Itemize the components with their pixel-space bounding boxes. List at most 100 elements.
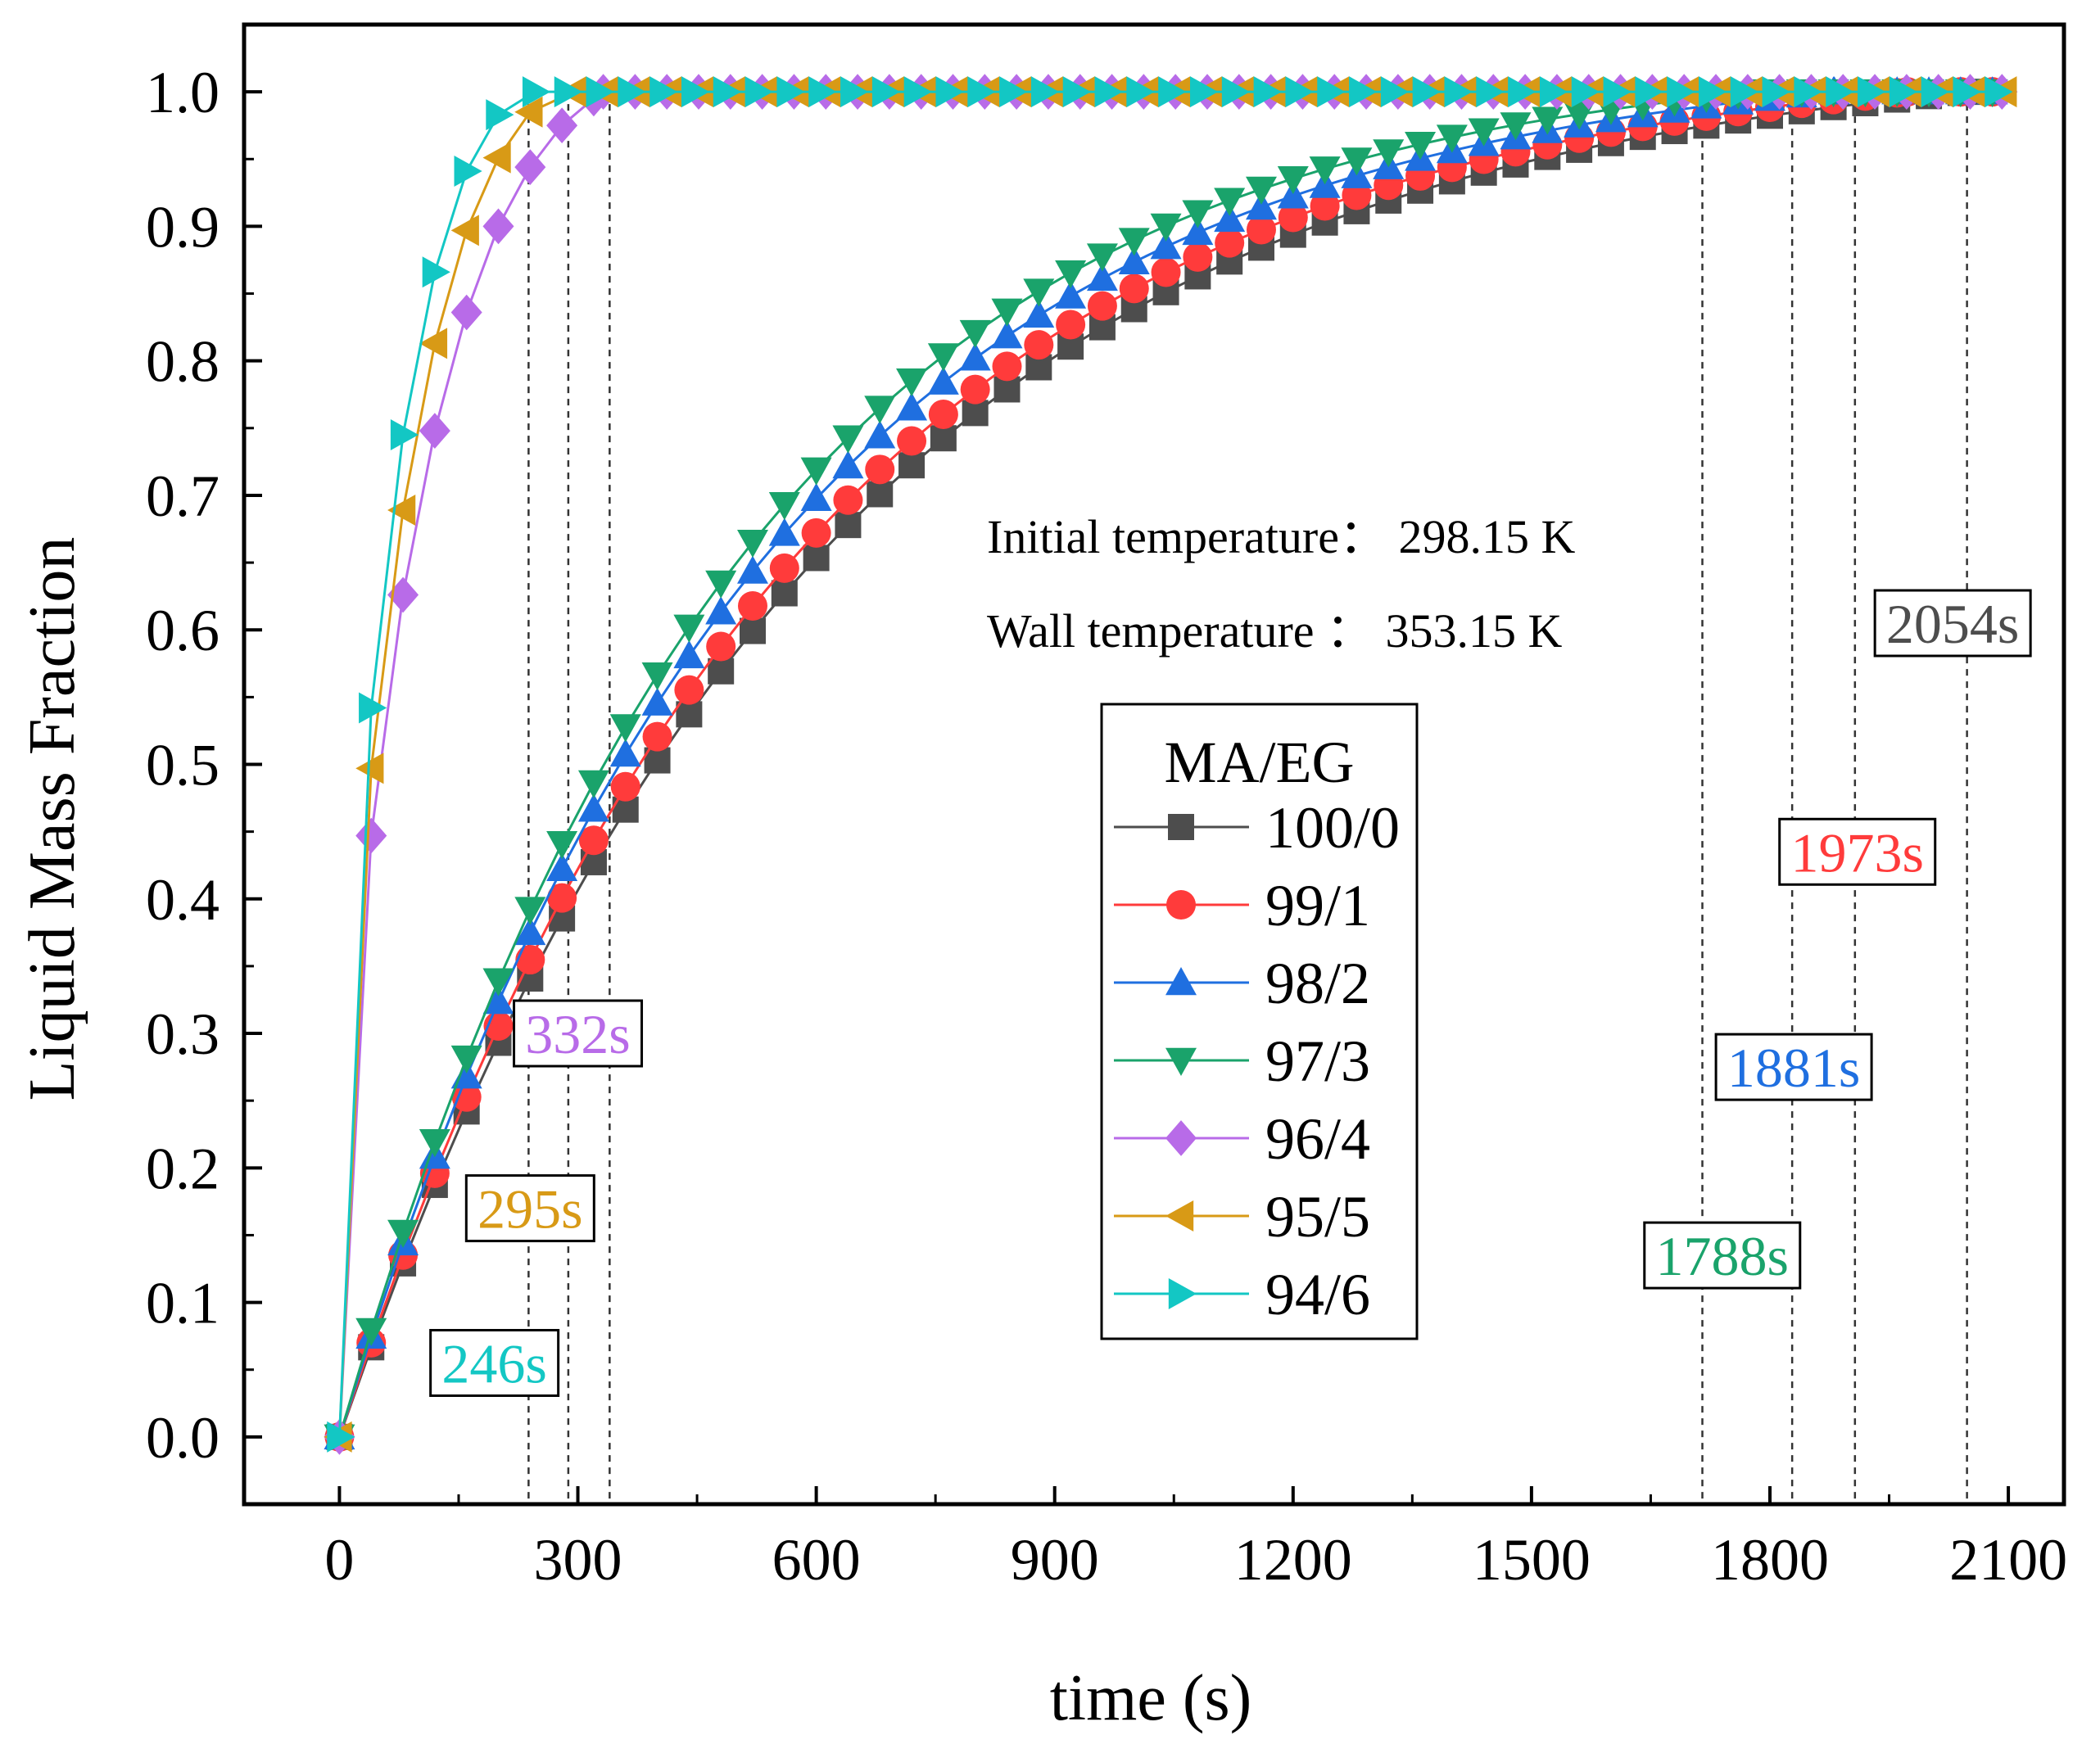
data-point [962, 400, 989, 427]
callout-box [1643, 1221, 1802, 1290]
x-axis-title: time (s) [1050, 1662, 1252, 1734]
data-point [514, 96, 543, 128]
data-point [1030, 76, 1060, 108]
series-layer [324, 74, 2018, 1455]
data-point [1667, 76, 1695, 108]
data-point [1278, 202, 1308, 233]
callout-layer: 332s 295s 246s 1788s 1881s 1973s 2054s [429, 589, 2032, 1398]
data-point [482, 208, 514, 245]
data-point [768, 517, 800, 546]
data-point [864, 395, 896, 424]
legend-item: 98/2 [1114, 951, 1370, 1016]
data-point [1412, 76, 1441, 108]
data-point [1214, 203, 1246, 233]
callout-box [464, 1174, 595, 1243]
data-point [327, 1421, 355, 1453]
data-point [577, 793, 609, 822]
data-point [1309, 156, 1341, 185]
data-point [1532, 106, 1564, 135]
data-point [514, 149, 546, 185]
data-point [1468, 118, 1500, 147]
data-point [515, 945, 545, 975]
data-point [708, 658, 735, 685]
data-point [1055, 280, 1087, 309]
data-point [991, 320, 1023, 349]
data-point [927, 343, 959, 372]
data-point [486, 99, 514, 131]
legend-box [1100, 703, 1419, 1340]
data-point [1730, 76, 1758, 108]
legend-item: 100/0 [1114, 795, 1400, 861]
x-tick-label: 0 [324, 1527, 354, 1593]
data-point [768, 492, 800, 521]
data-point [1189, 76, 1219, 108]
data-point [833, 485, 863, 515]
wall-temperature-annotation: Wall temperature ： 353.15 K [987, 604, 1563, 658]
data-point [387, 1219, 419, 1248]
data-point [1245, 192, 1277, 220]
legend-marker [1166, 890, 1196, 920]
data-point [897, 426, 927, 456]
y-axis-title: Liquid Mass Fraction [16, 537, 88, 1101]
callout-label: 1973s [1790, 821, 1923, 884]
data-point [867, 481, 894, 508]
data-point [1087, 291, 1117, 321]
data-point [451, 1082, 482, 1112]
callout-label: 2054s [1886, 593, 2019, 655]
data-point [1405, 131, 1437, 160]
y-tick-label: 0.9 [146, 194, 220, 260]
data-point [803, 545, 830, 572]
data-point [482, 986, 514, 1015]
data-point [609, 739, 641, 767]
data-point [999, 76, 1028, 108]
data-point [387, 495, 416, 527]
data-point [1023, 299, 1055, 328]
data-point [1635, 76, 1663, 108]
data-point [1056, 310, 1086, 340]
data-point [676, 701, 703, 728]
y-tick-label: 0.2 [146, 1136, 220, 1201]
data-point [1436, 124, 1468, 153]
initial-temperature-annotation: Initial temperature： 298.15 K [987, 510, 1575, 563]
data-point [618, 76, 646, 108]
data-point [864, 420, 896, 449]
legend-label: 99/1 [1265, 873, 1370, 938]
data-point [935, 76, 964, 108]
data-point [736, 555, 768, 584]
data-point [1476, 76, 1505, 108]
x-tick-label: 1200 [1234, 1527, 1352, 1593]
data-point [681, 76, 710, 108]
data-point [1571, 76, 1600, 108]
x-tick-label: 1500 [1473, 1527, 1591, 1593]
data-point [737, 591, 767, 621]
data-point [1794, 76, 1822, 108]
callout-246s: 246s [429, 1329, 560, 1398]
data-point [1317, 76, 1346, 108]
callout-box [1714, 1033, 1873, 1101]
data-point [1086, 262, 1118, 292]
data-point [808, 76, 837, 108]
data-point [898, 452, 926, 479]
data-point [1349, 76, 1378, 108]
data-point [1119, 273, 1149, 304]
x-tick-label: 1800 [1711, 1527, 1829, 1593]
data-point [482, 968, 514, 997]
data-point [771, 580, 798, 607]
y-tick-label: 0.4 [146, 867, 220, 933]
legend-marker [1168, 1278, 1197, 1309]
callout-box [1778, 817, 1937, 886]
data-point [546, 852, 578, 881]
data-point [1062, 76, 1091, 108]
data-point [1118, 228, 1150, 256]
callout-label: 1788s [1656, 1225, 1789, 1287]
legend-marker [1165, 967, 1197, 996]
data-point [1985, 76, 2013, 108]
data-point [1953, 76, 1981, 108]
data-point [1277, 180, 1309, 209]
annotation-layer: Initial temperature： 298.15 K Wall tempe… [987, 510, 1575, 658]
legend-item: 95/5 [1114, 1184, 1370, 1250]
callout-box [513, 999, 644, 1068]
x-tick-label: 2100 [1949, 1527, 2067, 1593]
data-point [610, 771, 640, 802]
data-point [1126, 76, 1155, 108]
